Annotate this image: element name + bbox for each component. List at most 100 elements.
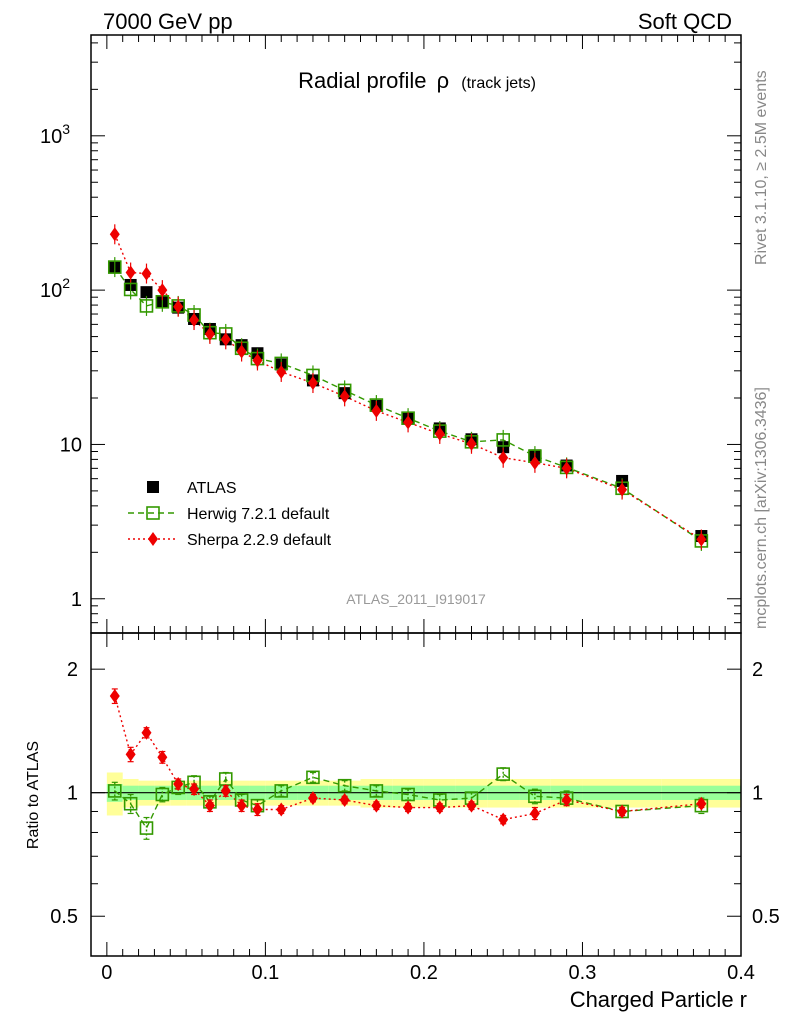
x-axis-label: Charged Particle r — [570, 987, 747, 1012]
chart-title-suffix: (track jets) — [461, 75, 536, 92]
ratio-tick-label-right: 0.5 — [752, 906, 780, 928]
x-tick-label: 0 — [101, 962, 112, 984]
ratio-point — [125, 747, 136, 762]
ratio-point — [155, 787, 170, 802]
data-point — [189, 313, 200, 328]
y-tick-label: 102 — [40, 275, 70, 302]
watermark: ATLAS_2011_I919017 — [346, 591, 486, 607]
ratio-point — [307, 791, 318, 806]
legend-label: Herwig 7.2.1 default — [187, 506, 330, 523]
data-point — [173, 299, 184, 314]
ratio-point — [617, 804, 628, 819]
ratio-point — [371, 798, 382, 813]
ratio-panel: 0.5 0.5 1 1 2 2 Ratio to ATLAS — [25, 632, 780, 957]
ratio-point — [306, 770, 320, 785]
data-point — [204, 326, 215, 341]
legend-label: ATLAS — [187, 480, 237, 497]
ratio-point — [466, 798, 477, 813]
data-point — [276, 364, 287, 379]
data-point — [561, 461, 572, 476]
data-point — [252, 353, 263, 368]
x-tick-label: 0.3 — [569, 962, 597, 984]
y-tick-label: 103 — [40, 121, 70, 148]
data-point — [371, 403, 382, 418]
ratio-point — [189, 782, 200, 797]
legend-marker — [148, 532, 158, 546]
legend: ATLAS Herwig 7.2.1 default Sherpa 2.2.9 de… — [128, 480, 332, 549]
chart-title-symbol: ρ — [437, 68, 450, 93]
ratio-tick-label: 1 — [67, 783, 78, 805]
ratio-y-axis-label: Ratio to ATLAS — [25, 741, 42, 849]
ratio-point — [528, 789, 542, 804]
ratio-point — [157, 750, 168, 765]
ratio-point — [274, 784, 289, 798]
ratio-point — [496, 767, 510, 781]
ratio-point — [337, 778, 352, 793]
ratio-point — [276, 802, 287, 817]
ratio-point — [401, 787, 415, 802]
ratio-point — [220, 783, 231, 798]
ratio-point — [339, 792, 350, 807]
y-tick-label: 1 — [71, 589, 82, 611]
series-line — [114, 234, 702, 541]
ratio-point — [403, 800, 414, 815]
data-point — [109, 227, 120, 242]
ratio-point — [369, 784, 384, 798]
ratio-frame — [90, 632, 742, 957]
data-point — [696, 532, 707, 547]
data-point — [339, 389, 350, 404]
ratio-point — [529, 806, 540, 821]
data-point — [307, 376, 318, 391]
data-point — [236, 344, 247, 359]
header-left: 7000 GeV pp — [103, 9, 233, 34]
ratio-tick-label: 2 — [67, 659, 78, 681]
data-point — [157, 283, 168, 298]
mcplots-label: mcplots.cern.ch [arXiv:1306.3436] — [753, 387, 770, 629]
ratio-point — [107, 784, 122, 798]
ratio-point — [236, 798, 247, 813]
y-tick-label: 10 — [60, 434, 82, 456]
ratio-point — [123, 796, 138, 811]
chart-title-text: Radial profile — [298, 68, 426, 93]
x-tick-label: 0.4 — [727, 962, 755, 984]
ratio-point — [498, 812, 509, 827]
data-point — [434, 426, 445, 441]
rivet-label: Rivet 3.1.10, ≥ 2.5M events — [753, 70, 770, 265]
ratio-tick-label: 0.5 — [50, 906, 78, 928]
ratio-tick-label-right: 1 — [752, 783, 763, 805]
data-point — [141, 266, 152, 281]
ratio-point — [561, 792, 572, 807]
data-point — [123, 282, 138, 297]
ratio-point — [173, 777, 184, 792]
x-tick-label: 0.1 — [251, 962, 279, 984]
series-line — [114, 266, 702, 542]
chart-title: Radial profile ρ (track jets) — [298, 68, 536, 93]
data-point — [220, 332, 231, 347]
data-point — [498, 450, 509, 465]
ratio-point — [141, 725, 152, 740]
ratio-point — [109, 689, 120, 704]
ratio-point — [139, 821, 154, 835]
data-point — [125, 265, 136, 280]
header-right: Soft QCD — [638, 9, 732, 34]
ratio-point — [696, 796, 707, 811]
ratio-point — [252, 802, 263, 817]
ratio-point — [204, 798, 215, 813]
data-point — [107, 260, 122, 274]
data-point — [466, 436, 477, 451]
data-point — [403, 415, 414, 430]
x-tick-label: 0.2 — [410, 962, 438, 984]
legend-marker — [147, 481, 159, 493]
legend-marker — [146, 506, 160, 520]
legend-label: Sherpa 2.2.9 default — [187, 532, 332, 549]
data-point — [496, 433, 510, 447]
data-point — [529, 455, 540, 470]
ratio-tick-label-right: 2 — [752, 659, 763, 681]
data-point — [139, 299, 154, 313]
data-point — [140, 286, 153, 299]
ratio-point — [434, 800, 445, 815]
ratio-line — [114, 773, 702, 830]
data-point — [617, 482, 628, 497]
